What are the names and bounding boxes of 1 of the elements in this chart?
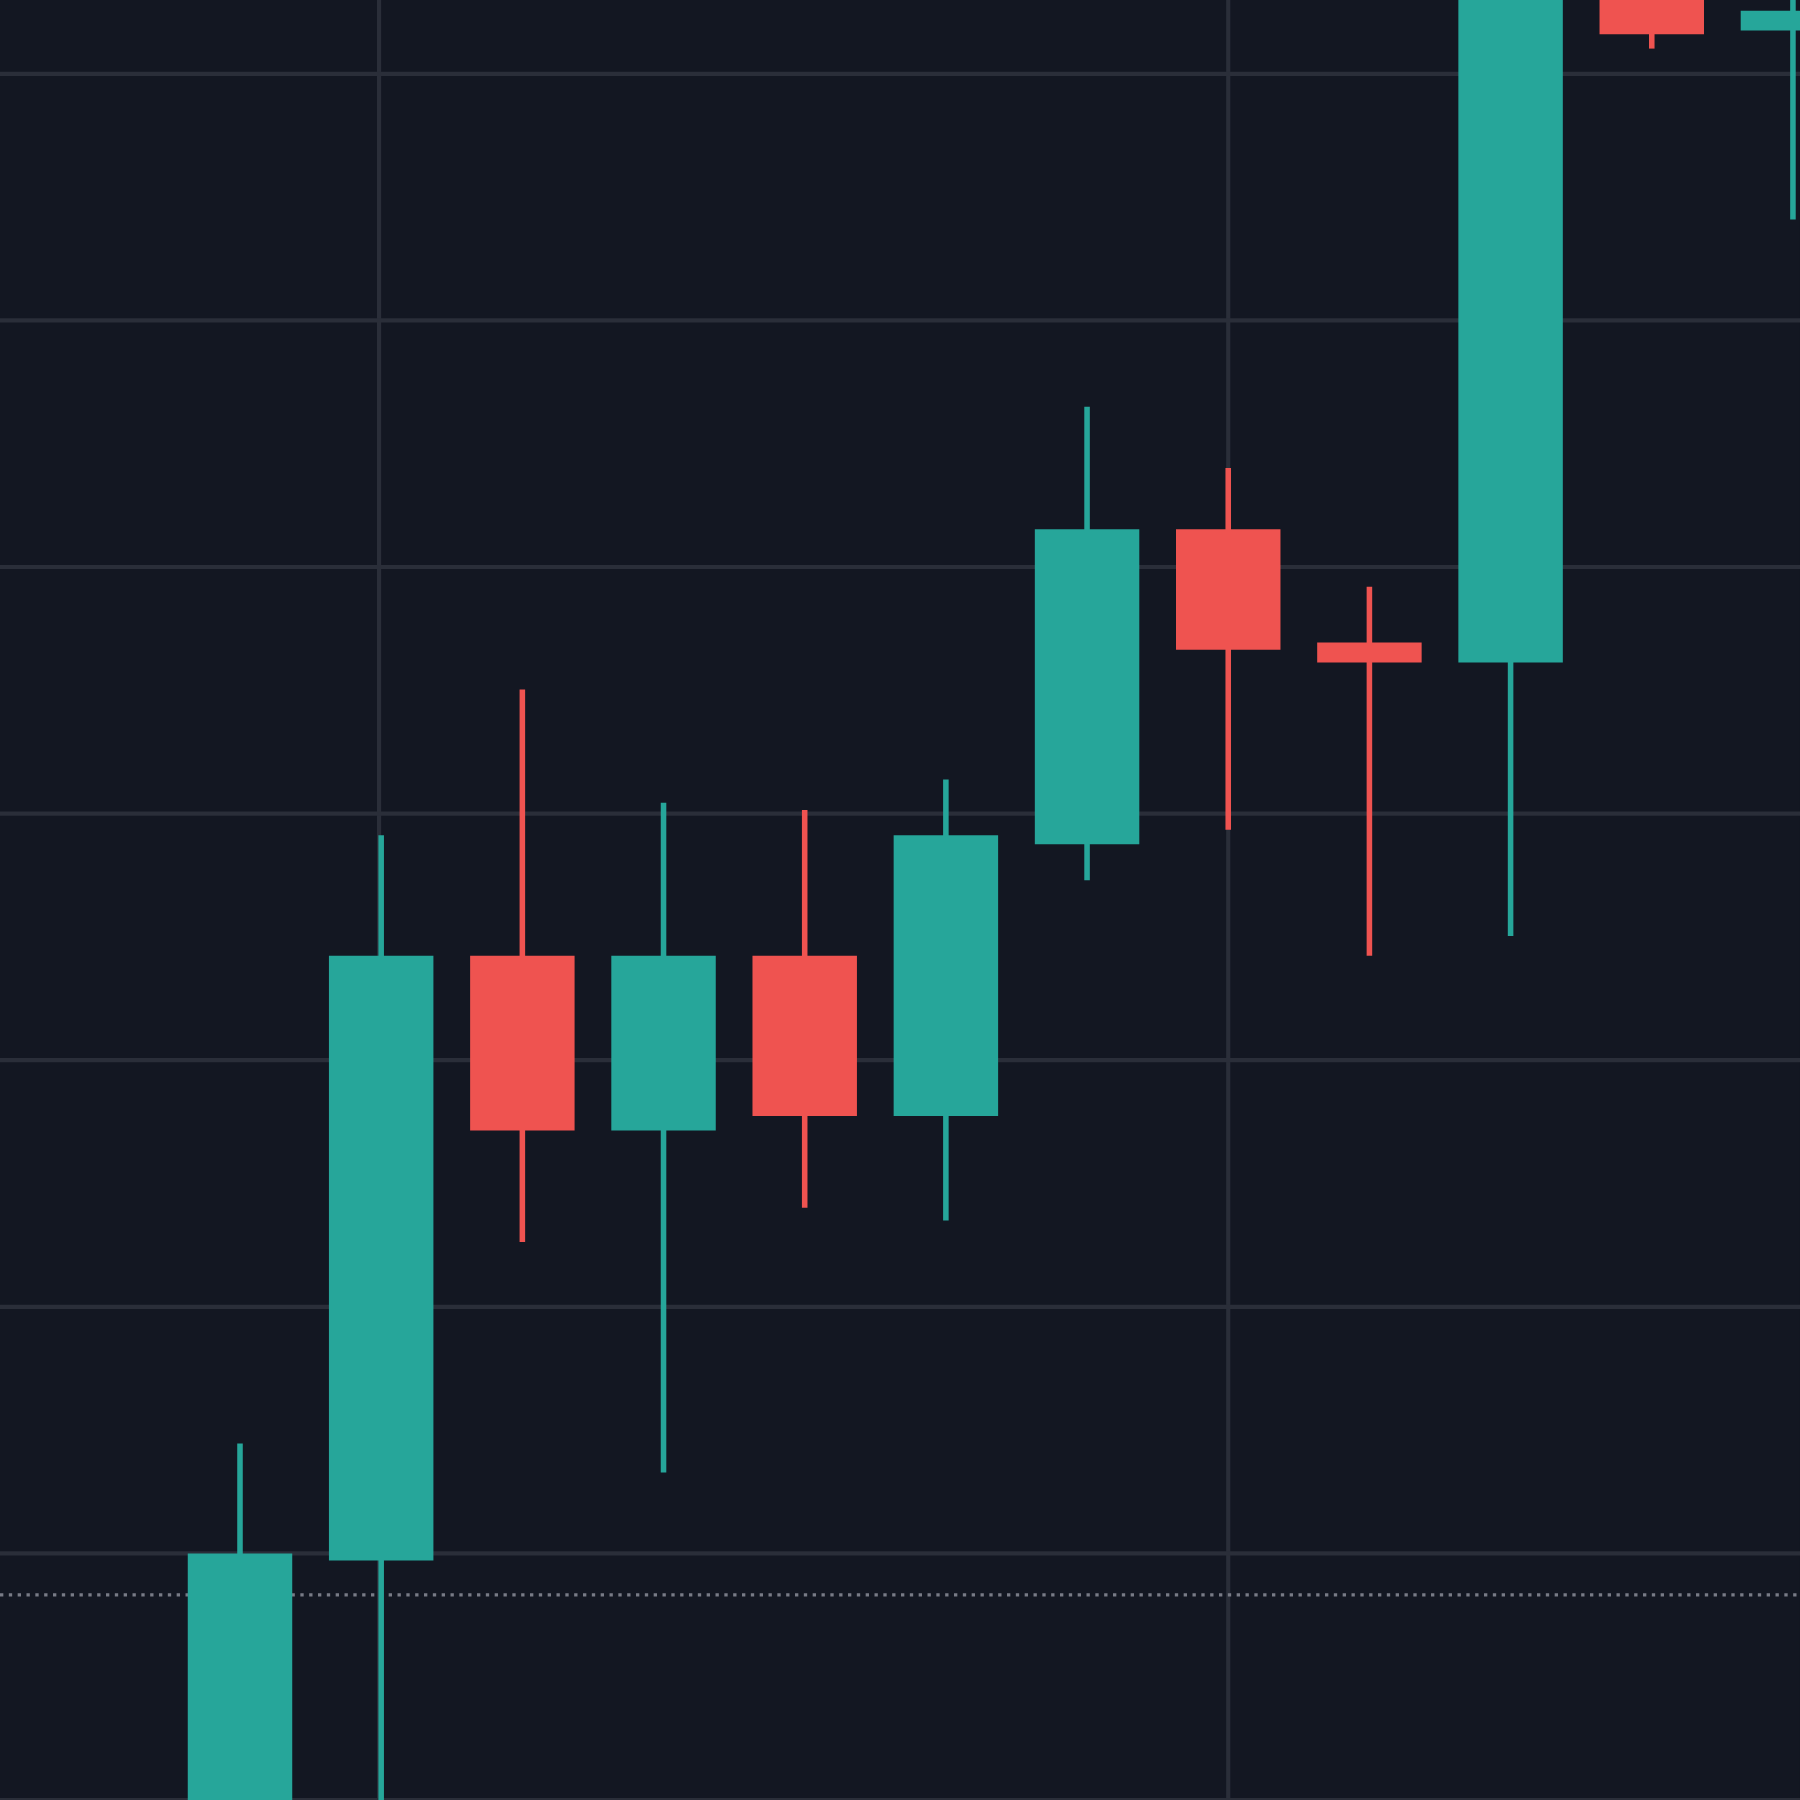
candlestick (1317, 584, 1422, 959)
